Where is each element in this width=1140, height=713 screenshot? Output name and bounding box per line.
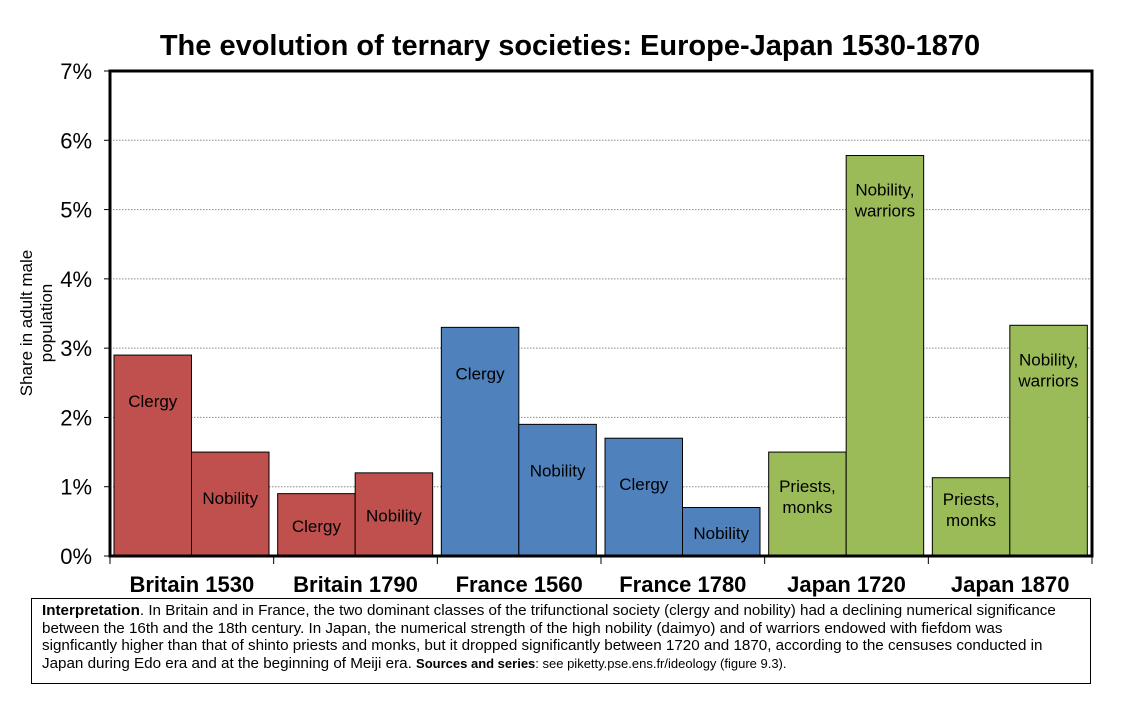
bar-label: monks (782, 498, 832, 517)
bar (845, 155, 925, 557)
x-category-label: France 1560 (456, 572, 583, 597)
y-tick-label: 4% (60, 267, 92, 292)
plot-area-border (108, 69, 1094, 558)
x-category-label: France 1780 (619, 572, 746, 597)
bar (604, 437, 683, 557)
x-category-label: Japan 1720 (787, 572, 906, 597)
bar-label: Clergy (128, 392, 178, 411)
bar-label: Priests, (943, 490, 1000, 509)
bar (277, 493, 356, 557)
interpretation-note: Interpretation. In Britain and in France… (31, 598, 1091, 684)
bar-label: warriors (1017, 371, 1078, 390)
bar-chart: 0% 1% 2% 3% 4% 5% 6% 7% Clergy Nobility Britain 15… (60, 59, 1094, 597)
bar-label: Nobility (366, 506, 422, 525)
interpretation-label: Interpretation (42, 602, 140, 619)
y-tick-label: 5% (60, 198, 92, 223)
bar (931, 477, 1011, 557)
x-category-label: Britain 1790 (293, 572, 418, 597)
y-tick-label: 0% (60, 544, 92, 569)
x-category-label: Japan 1870 (951, 572, 1070, 597)
bar-label: monks (946, 511, 996, 530)
bar (518, 423, 597, 557)
sources-label: Sources and series (416, 655, 536, 671)
interpretation-text: . In Britain and in France, the two domi… (42, 602, 1056, 672)
bar-label: Clergy (292, 517, 342, 536)
sources-text: : see piketty.pse.ens.fr/ideology (figur… (535, 655, 787, 671)
bar-label: Clergy (456, 364, 506, 383)
bar-label: Clergy (619, 475, 669, 494)
bar-label: Nobility, (1019, 350, 1078, 369)
bar-label: Nobility, (855, 181, 914, 200)
bar (191, 451, 270, 557)
y-axis-label: Share in adult male population (17, 249, 56, 397)
bar (354, 472, 434, 557)
y-tick-label: 1% (60, 475, 92, 500)
y-tick-label: 6% (60, 128, 92, 153)
bar-label: Nobility (202, 489, 258, 508)
chart-title: The evolution of ternary societies: Euro… (159, 30, 981, 62)
bar (113, 354, 192, 557)
bar-label: warriors (854, 202, 915, 221)
y-tick-label: 3% (60, 336, 92, 361)
bar-label: Nobility (693, 524, 749, 543)
x-category-label: Britain 1530 (129, 572, 254, 597)
bar (440, 326, 520, 557)
y-tick-label: 7% (60, 59, 92, 84)
bar-label: Nobility (530, 461, 586, 480)
bar (682, 507, 761, 557)
bar-label: Priests, (779, 477, 836, 496)
y-tick-label: 2% (60, 405, 92, 430)
